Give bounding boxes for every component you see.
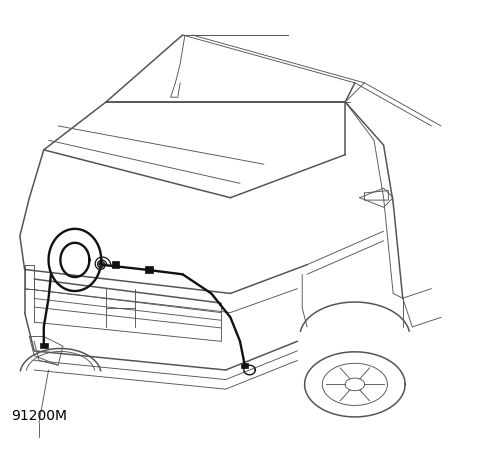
Bar <box>145 266 153 273</box>
Bar <box>241 363 248 368</box>
Bar <box>112 261 120 268</box>
Text: 91200M: 91200M <box>11 409 67 423</box>
Bar <box>40 343 48 348</box>
